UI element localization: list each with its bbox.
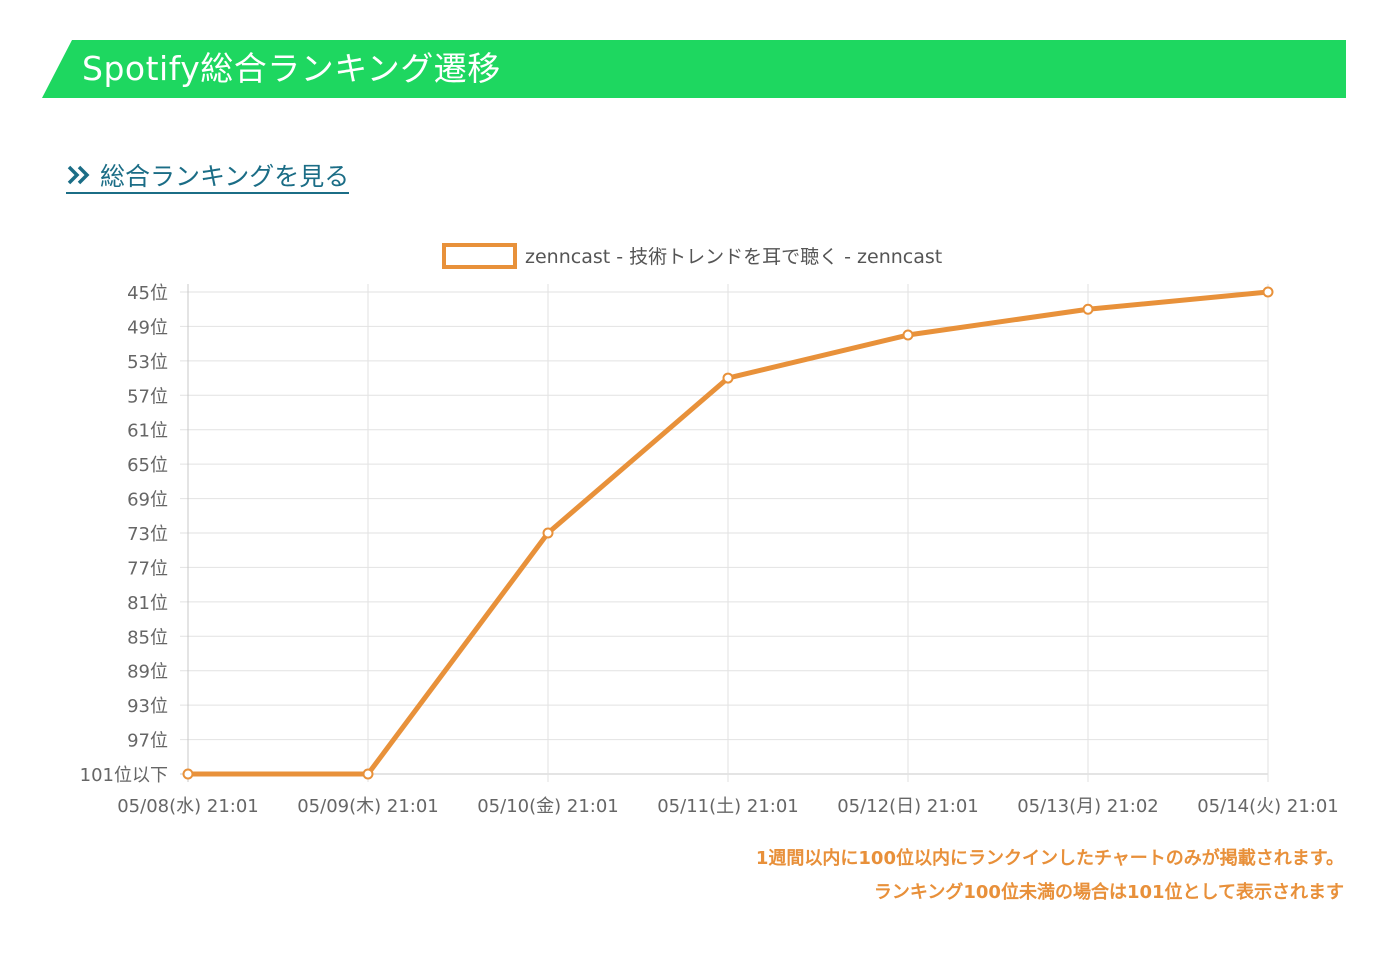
chart-grid [180, 284, 1269, 782]
x-tick-label: 05/14(火) 21:01 [1197, 796, 1339, 817]
y-tick-label: 101位以下 [80, 765, 168, 786]
double-chevron-right-icon [67, 165, 90, 185]
view-overall-ranking-link[interactable]: 総合ランキングを見る [66, 158, 350, 194]
x-tick-label: 05/11(土) 21:01 [657, 796, 799, 817]
y-tick-label: 69位 [127, 490, 168, 511]
data-point[interactable] [542, 527, 554, 539]
page-title: Spotify総合ランキング遷移 [82, 49, 501, 88]
y-tick-label: 85位 [127, 627, 168, 648]
legend-label: zenncast - 技術トレンドを耳で聴く - zenncast [525, 246, 942, 268]
y-tick-label: 65位 [127, 455, 168, 476]
y-tick-label: 49位 [127, 317, 168, 338]
data-point[interactable] [902, 329, 914, 341]
y-tick-label: 53位 [127, 352, 168, 373]
chart-notes: 1週間以内に100位以内にランクインしたチャートのみが掲載されます。 ランキング… [756, 842, 1344, 910]
note-line-2: ランキング100位未満の場合は101位として表示されます [873, 882, 1344, 903]
y-tick-label: 57位 [127, 386, 168, 407]
y-tick-label: 45位 [127, 283, 168, 304]
view-overall-ranking-label: 総合ランキングを見る [100, 162, 350, 191]
y-axis-ticks: 45位 49位 53位 57位 61位 65位 69位 73位 77位 81位 85位 89位 93位 9… [80, 283, 168, 786]
x-tick-label: 05/13(月) 21:02 [1017, 796, 1159, 817]
page-header-banner: Spotify総合ランキング遷移 [42, 40, 1346, 98]
data-point[interactable] [362, 768, 374, 780]
y-tick-label: 77位 [127, 558, 168, 579]
x-tick-label: 05/10(金) 21:01 [477, 796, 619, 817]
data-point[interactable] [1262, 286, 1274, 298]
y-tick-label: 61位 [127, 421, 168, 442]
x-axis-ticks: 05/08(水) 21:01 05/09(木) 21:01 05/10(金) 21:… [117, 796, 1339, 817]
data-point[interactable] [1082, 303, 1094, 315]
series-layer [182, 286, 1274, 780]
data-point[interactable] [182, 768, 194, 780]
x-tick-label: 05/12(日) 21:01 [837, 796, 979, 817]
y-tick-label: 89位 [127, 662, 168, 683]
data-point[interactable] [722, 372, 734, 384]
chart-legend[interactable]: zenncast - 技術トレンドを耳で聴く - zenncast [442, 243, 942, 269]
y-tick-label: 81位 [127, 593, 168, 614]
x-tick-label: 05/08(水) 21:01 [117, 796, 259, 817]
legend-swatch [442, 243, 517, 269]
x-tick-label: 05/09(木) 21:01 [297, 796, 439, 817]
y-tick-label: 93位 [127, 696, 168, 717]
y-tick-label: 73位 [127, 524, 168, 545]
y-tick-label: 97位 [127, 731, 168, 752]
note-line-1: 1週間以内に100位以内にランクインしたチャートのみが掲載されます。 [755, 848, 1344, 869]
